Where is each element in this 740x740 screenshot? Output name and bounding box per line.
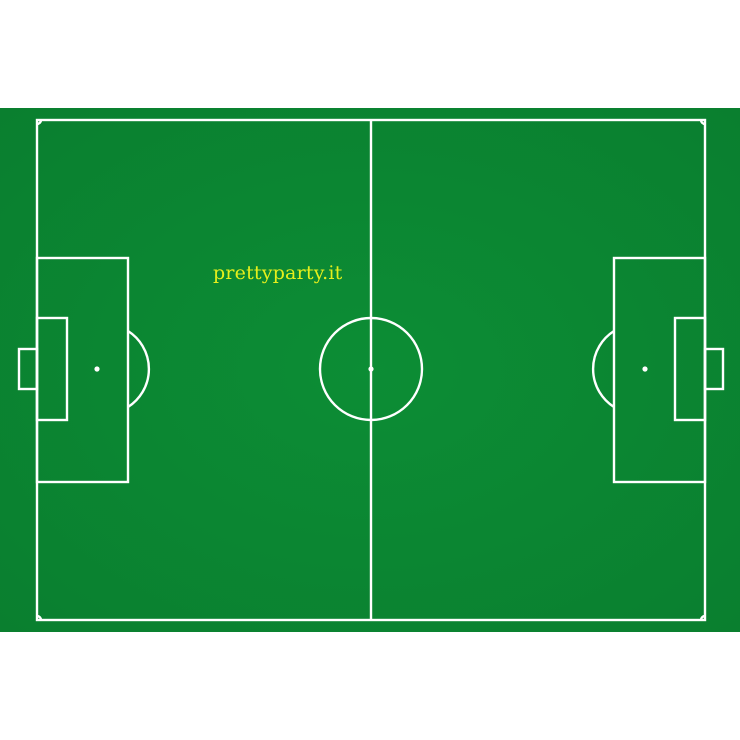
pitch-markings [17,118,725,622]
right-penalty-arc [591,329,615,409]
watermark-text: prettyparty.it [213,262,343,284]
corner-arc-top-left [36,119,43,126]
centre-spot [368,366,374,372]
corner-arc-bottom-left [36,614,43,621]
corner-arc-bottom-right [699,614,706,621]
right-penalty-spot [642,366,648,372]
left-penalty-arc [127,329,151,409]
right-goal [703,347,725,391]
left-penalty-spot [94,366,100,372]
centre-circle [318,316,424,422]
corner-arc-top-right [699,119,706,126]
left-goal [17,347,39,391]
